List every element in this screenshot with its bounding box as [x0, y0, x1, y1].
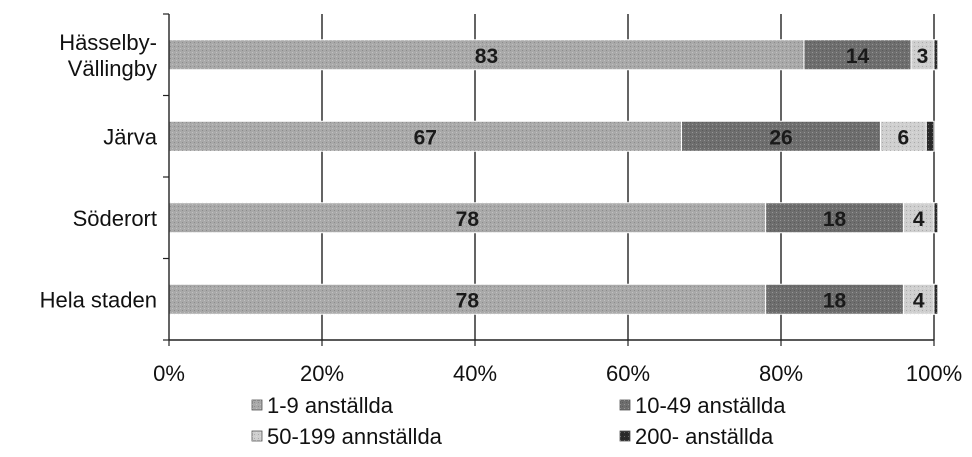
bar-texture	[903, 202, 934, 233]
category-label: Hässelby-Vällingby	[59, 30, 157, 81]
category-label: Järva	[103, 124, 158, 149]
bar-texture	[911, 39, 934, 70]
data-label: 67	[414, 126, 437, 149]
bar-texture	[880, 121, 927, 152]
data-label: 14	[846, 45, 870, 68]
category-label: Hela staden	[40, 287, 157, 312]
bar-texture	[934, 39, 938, 70]
bar-texture	[169, 202, 766, 233]
legend-item: 200- anställda	[619, 424, 774, 449]
data-label: 4	[913, 289, 925, 312]
data-label: 78	[456, 289, 480, 312]
data-label: 26	[769, 126, 792, 149]
x-tick-label: 20%	[300, 361, 344, 386]
legend: 1-9 anställda 10-49 anställda 50-199 annst…	[251, 393, 786, 449]
legend-label: 50-199 annställda	[267, 424, 443, 449]
data-label: 83	[475, 45, 498, 68]
bar-texture	[926, 121, 934, 152]
legend-swatch-texture	[620, 431, 630, 441]
data-label: 3	[917, 45, 929, 68]
bar-texture	[169, 39, 804, 70]
bar-texture	[169, 121, 682, 152]
x-tick-label: 40%	[453, 361, 497, 386]
data-label: 18	[823, 208, 847, 231]
data-label: 6	[898, 126, 910, 149]
data-label: 78	[456, 208, 480, 231]
legend-label: 200- anställda	[635, 424, 774, 449]
category-label: Söderort	[73, 206, 157, 231]
legend-label: 10-49 anställda	[635, 393, 786, 418]
bar-texture	[169, 284, 766, 315]
data-label: 4	[913, 208, 925, 231]
bar-texture	[934, 284, 938, 315]
data-label: 18	[823, 289, 847, 312]
bar-texture	[803, 39, 912, 70]
bar-texture	[765, 202, 904, 233]
legend-label: 1-9 anställda	[267, 393, 394, 418]
bar-texture	[934, 202, 938, 233]
legend-swatch-texture	[620, 400, 630, 410]
x-tick-label: 60%	[606, 361, 650, 386]
x-tick-label: 100%	[906, 361, 962, 386]
legend-item: 50-199 annställda	[251, 424, 443, 449]
axes: 0% 20% 40% 60% 80% 100%	[153, 13, 962, 386]
bar-texture	[681, 121, 881, 152]
labels: 83 14 3 Hässelby-Vällingby 67 26 6 Järva 78 18 4 Sö…	[40, 30, 929, 313]
bar-texture	[903, 284, 934, 315]
x-tick-label: 80%	[759, 361, 803, 386]
bars	[168, 39, 939, 315]
legend-swatch-texture	[252, 400, 262, 410]
legend-item: 10-49 anställda	[619, 393, 786, 418]
x-tick-label: 0%	[153, 361, 185, 386]
bar-texture	[765, 284, 904, 315]
legend-swatch-texture	[252, 431, 262, 441]
legend-item: 1-9 anställda	[251, 393, 394, 418]
